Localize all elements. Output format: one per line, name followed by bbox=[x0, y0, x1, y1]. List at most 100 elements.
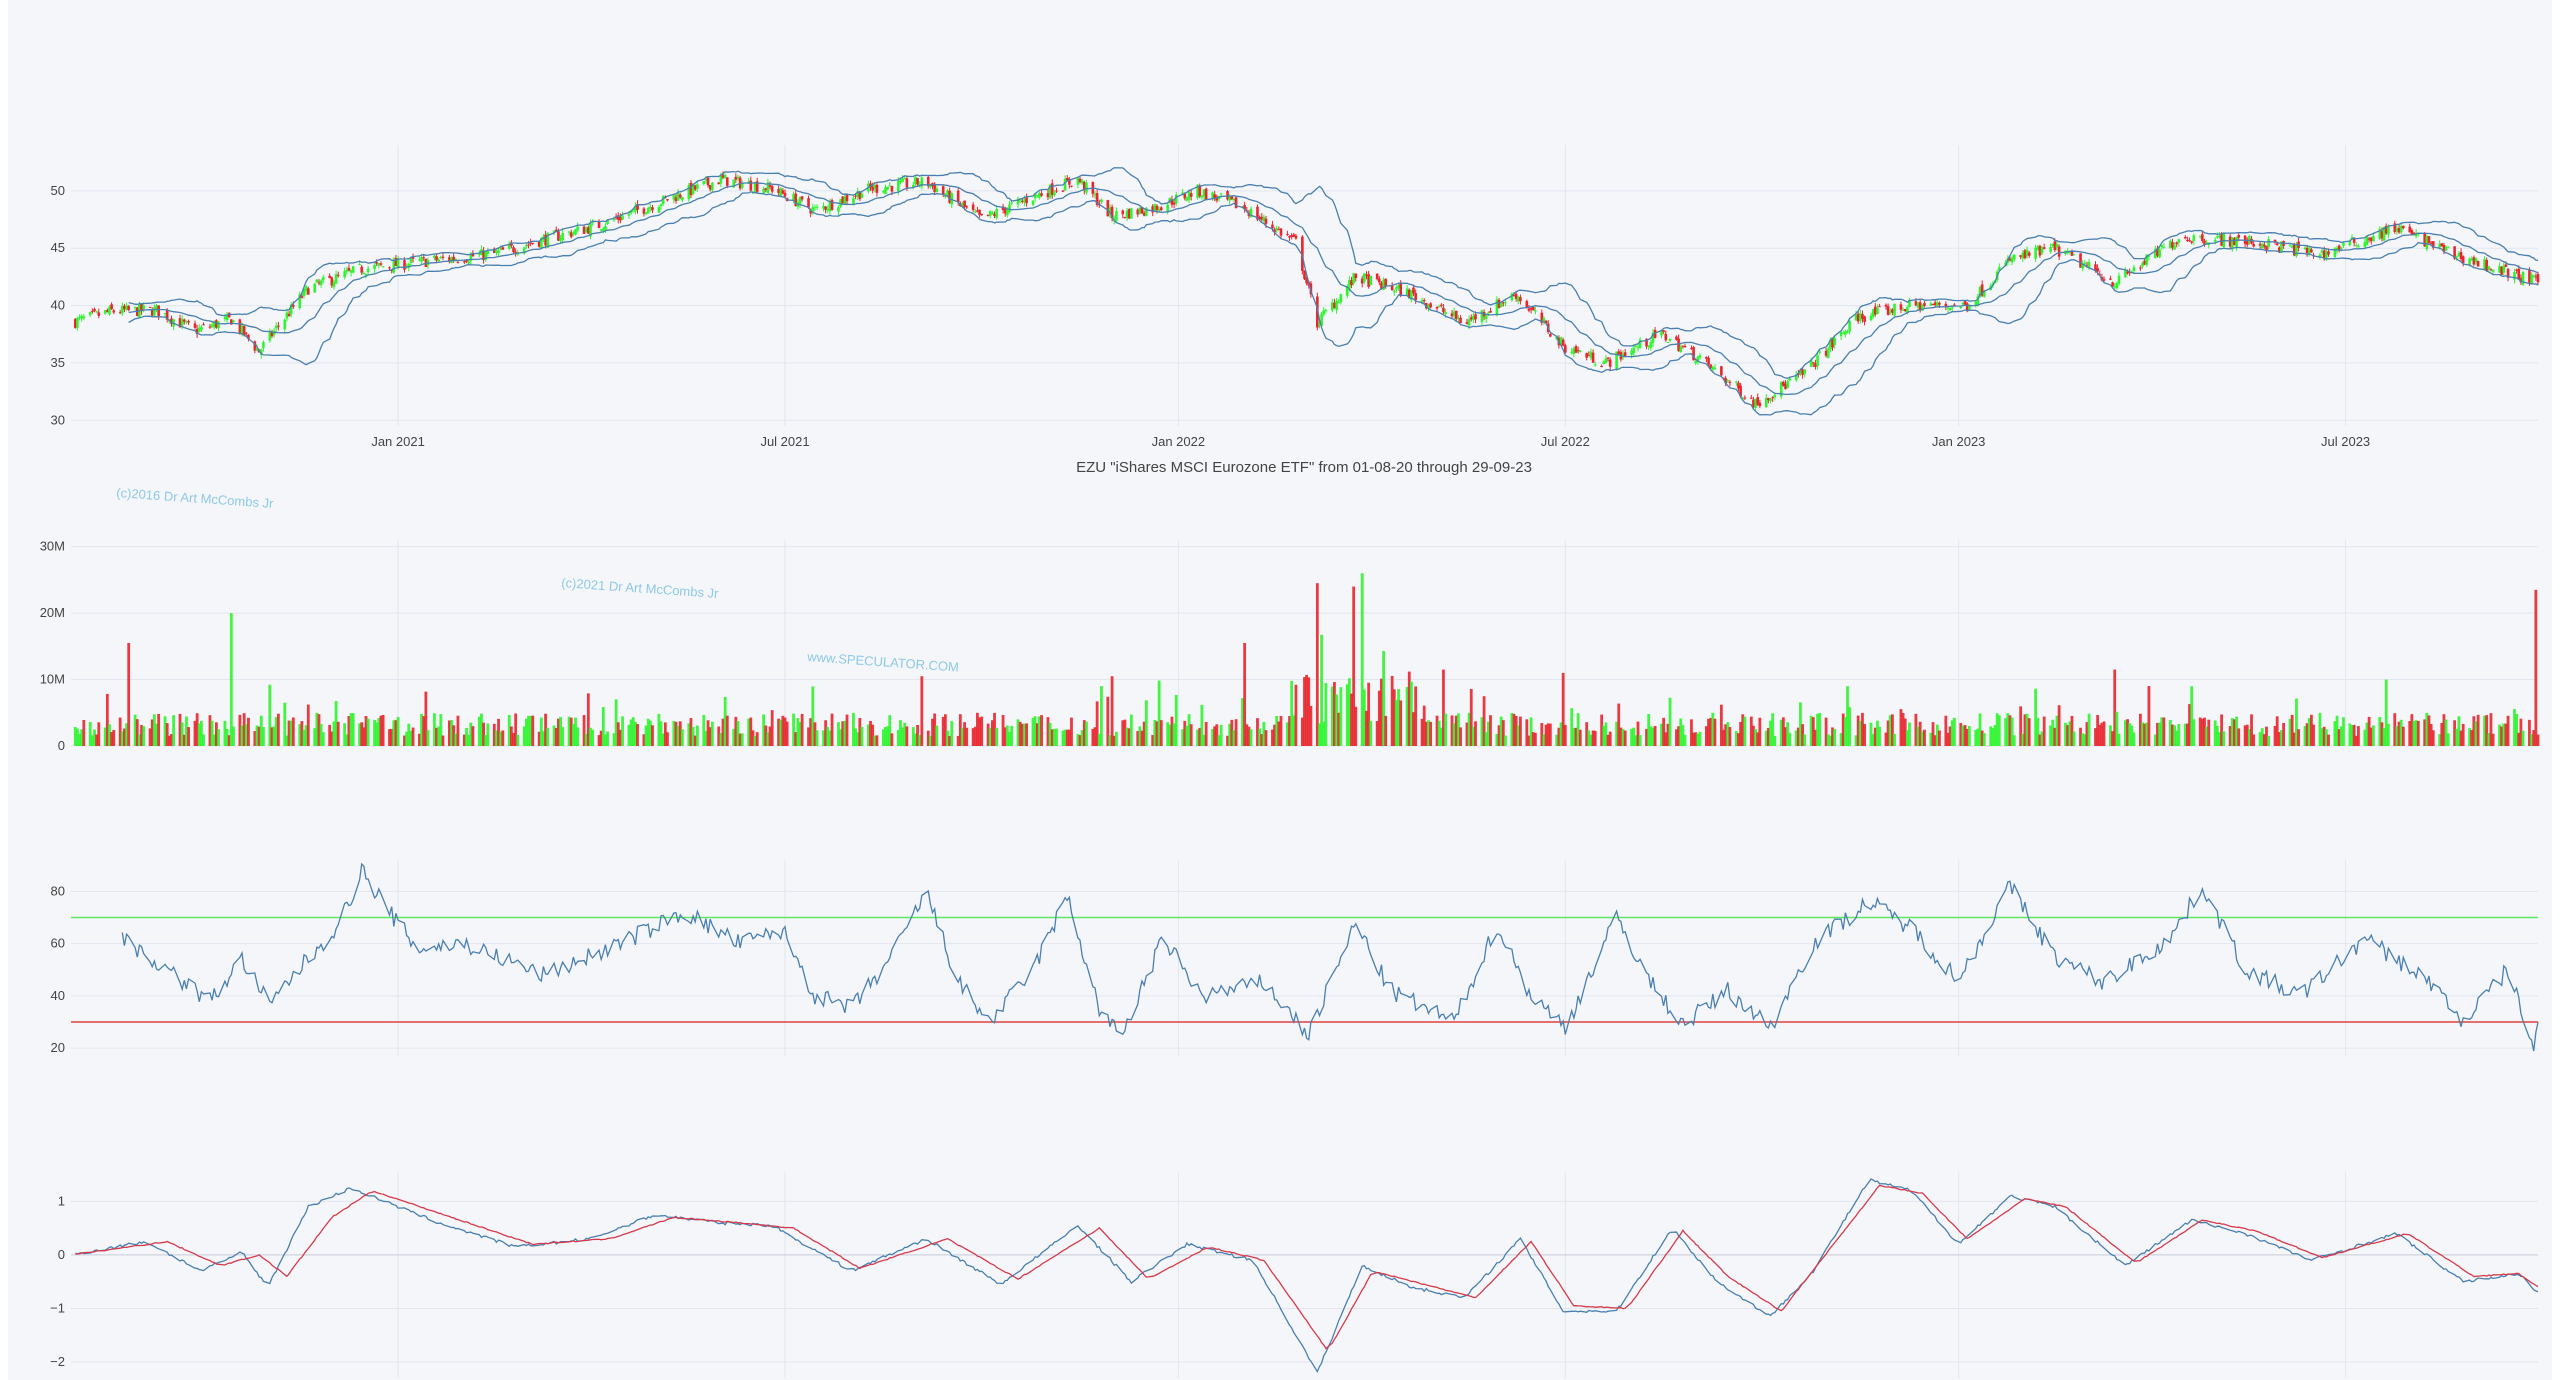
candle-body bbox=[2188, 240, 2191, 242]
volume-bar bbox=[1756, 732, 1760, 746]
candle-body bbox=[1959, 306, 1963, 309]
volume-bar bbox=[1174, 695, 1178, 746]
volume-bar bbox=[1093, 727, 1097, 746]
candle-body bbox=[1707, 357, 1710, 365]
candle-body bbox=[1903, 309, 1907, 311]
candle-body bbox=[1333, 302, 1336, 308]
volume-bar bbox=[467, 734, 471, 746]
volume-bar bbox=[1749, 716, 1753, 746]
volume-bar bbox=[1544, 724, 1548, 746]
candle-body bbox=[1273, 229, 1276, 233]
volume-bar bbox=[755, 732, 759, 746]
volume-bar bbox=[471, 726, 475, 746]
volume-bar bbox=[223, 720, 227, 746]
candle-body bbox=[1724, 378, 1727, 384]
candle-body bbox=[1414, 293, 1417, 300]
volume-bar bbox=[1429, 721, 1433, 746]
volume-bar bbox=[462, 734, 466, 746]
candle-body bbox=[306, 288, 310, 295]
candle-body bbox=[973, 211, 977, 213]
candle-body bbox=[283, 319, 287, 330]
volume-bar bbox=[899, 720, 902, 746]
volume-bar bbox=[809, 718, 813, 746]
volume-bar bbox=[2019, 706, 2023, 746]
volume-bar bbox=[1202, 734, 1206, 746]
volume-bar bbox=[2425, 712, 2429, 746]
volume-bar bbox=[332, 721, 336, 746]
candle-body bbox=[1277, 229, 1281, 231]
volume-bar bbox=[1076, 733, 1080, 746]
volume-bar bbox=[794, 732, 798, 746]
volume-bar bbox=[1525, 719, 1529, 746]
candle-body bbox=[108, 306, 111, 315]
candle-body bbox=[362, 273, 366, 275]
candle-body bbox=[963, 200, 966, 208]
volume-bar bbox=[2111, 731, 2114, 746]
candle-body bbox=[1794, 374, 1798, 381]
volume-bar bbox=[1151, 734, 1155, 746]
candle-body bbox=[465, 260, 468, 262]
volume-bar bbox=[1365, 710, 1368, 746]
candle-body bbox=[839, 199, 842, 207]
volume-bar bbox=[2222, 731, 2226, 746]
candle-body bbox=[1737, 382, 1740, 389]
candle-body bbox=[2354, 245, 2358, 247]
volume-bar bbox=[1788, 732, 1792, 746]
volume-bar bbox=[2064, 722, 2067, 746]
candle-body bbox=[388, 267, 391, 269]
candle-body bbox=[2325, 251, 2328, 260]
volume-bar bbox=[644, 725, 648, 746]
candle-body bbox=[270, 331, 274, 337]
volume-bar bbox=[651, 725, 654, 746]
candle-body bbox=[142, 305, 145, 309]
candle-body bbox=[1861, 314, 1864, 319]
volume-bar bbox=[1548, 723, 1552, 746]
candle-body bbox=[1085, 182, 1088, 193]
candle-body bbox=[766, 182, 770, 193]
volume-bar bbox=[2053, 727, 2057, 746]
volume-bar bbox=[888, 715, 892, 746]
candle-body bbox=[2008, 258, 2012, 261]
volume-bar bbox=[2446, 733, 2450, 746]
volume-bar bbox=[1082, 720, 1086, 746]
volume-bar bbox=[2363, 729, 2367, 746]
candle-body bbox=[76, 318, 79, 328]
candle-body bbox=[2158, 249, 2161, 258]
candle-body bbox=[2162, 247, 2166, 249]
volume-bar bbox=[2476, 714, 2480, 746]
volume-bar bbox=[321, 732, 325, 746]
candle-body bbox=[2169, 240, 2172, 249]
volume-bar bbox=[1873, 727, 1877, 746]
volume-bar bbox=[1324, 683, 1328, 746]
volume-bar bbox=[661, 733, 665, 746]
candle-body bbox=[2498, 266, 2501, 273]
candle-body bbox=[1354, 273, 1358, 279]
candle-body bbox=[497, 250, 500, 253]
volume-bar bbox=[1138, 726, 1142, 746]
candle-body bbox=[1859, 313, 1862, 321]
volume-bar bbox=[2416, 720, 2420, 746]
candle-body bbox=[2055, 243, 2059, 248]
candle-body bbox=[2102, 279, 2106, 281]
candle-body bbox=[589, 223, 592, 237]
candle-body bbox=[351, 266, 355, 273]
candle-body bbox=[1961, 302, 1965, 305]
volume-bar bbox=[242, 713, 246, 746]
volume-bar bbox=[1422, 705, 1426, 746]
candle-body bbox=[492, 248, 496, 253]
candle-body bbox=[1420, 300, 1424, 303]
volume-bar bbox=[1786, 722, 1790, 746]
candle-body bbox=[240, 325, 244, 334]
candle-body bbox=[2395, 228, 2399, 232]
candle-body bbox=[317, 282, 321, 284]
volume-bar bbox=[2128, 723, 2132, 746]
volume-bar bbox=[1589, 734, 1593, 746]
candle-body bbox=[2248, 236, 2251, 243]
candle-body bbox=[1570, 351, 1574, 353]
volume-bar bbox=[642, 734, 646, 746]
volume-bar bbox=[2183, 723, 2187, 746]
volume-bar bbox=[2205, 726, 2209, 746]
volume-bar bbox=[567, 716, 571, 746]
candle-body bbox=[1711, 366, 1715, 370]
candle-body bbox=[1189, 193, 1193, 197]
